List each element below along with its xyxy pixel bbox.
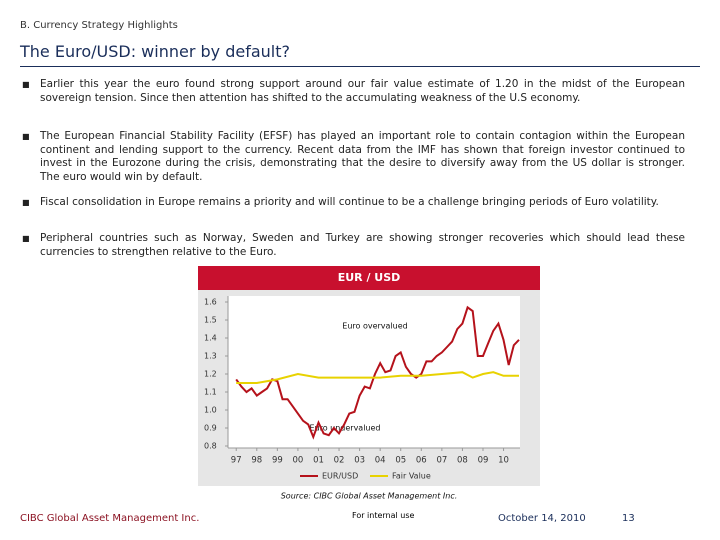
bullet-marker: ■ bbox=[22, 234, 30, 243]
legend-label: Fair Value bbox=[392, 472, 431, 481]
x-tick-label: 03 bbox=[354, 456, 365, 466]
bullet: ■ Peripheral countries such as Norway, Sw… bbox=[22, 232, 685, 259]
page-number: 13 bbox=[622, 513, 635, 524]
bullet: ■ The European Financial Stability Facili… bbox=[22, 130, 685, 184]
annotation: Euro overvalued bbox=[342, 322, 407, 331]
y-tick-label: 1.5 bbox=[204, 316, 217, 325]
bullet-text: The European Financial Stability Facilit… bbox=[40, 130, 685, 183]
x-tick-label: 97 bbox=[231, 456, 242, 466]
x-tick-label: 07 bbox=[436, 456, 447, 466]
bullet: ■ Earlier this year the euro found strong… bbox=[22, 78, 685, 105]
series-line bbox=[236, 371, 519, 384]
y-tick-label: 0.8 bbox=[204, 442, 217, 451]
plot-area bbox=[228, 296, 520, 448]
x-tick-label: 10 bbox=[498, 456, 509, 466]
x-tick-label: 04 bbox=[375, 456, 386, 466]
footer-note: For internal use bbox=[352, 511, 415, 520]
x-tick-label: 99 bbox=[272, 456, 283, 466]
y-tick-label: 1.3 bbox=[204, 352, 217, 361]
footer-date: October 14, 2010 bbox=[498, 513, 586, 524]
x-tick-label: 05 bbox=[395, 456, 406, 466]
bullet-marker: ■ bbox=[22, 198, 30, 207]
x-tick-label: 06 bbox=[416, 456, 427, 466]
x-tick-label: 00 bbox=[293, 456, 304, 466]
x-tick-label: 08 bbox=[457, 456, 468, 466]
bullet-text: Fiscal consolidation in Europe remains a… bbox=[40, 196, 659, 208]
series-line bbox=[235, 305, 520, 440]
bullet-text: Earlier this year the euro found strong … bbox=[40, 78, 685, 104]
source: Source: CIBC Global Asset Management Inc… bbox=[281, 492, 458, 501]
bullet-marker: ■ bbox=[22, 80, 30, 89]
bullet: ■ Fiscal consolidation in Europe remains … bbox=[22, 196, 685, 210]
footer-company: CIBC Global Asset Management Inc. bbox=[20, 513, 200, 524]
y-tick-label: 1.2 bbox=[204, 370, 217, 379]
chart-banner bbox=[198, 266, 540, 290]
y-tick-label: 1.6 bbox=[204, 298, 217, 307]
x-tick-label: 02 bbox=[334, 456, 345, 466]
slide-title: The Euro/USD: winner by default? bbox=[20, 42, 290, 61]
y-tick-label: 1.4 bbox=[204, 334, 217, 343]
bullet-marker: ■ bbox=[22, 132, 30, 141]
y-tick-label: 0.9 bbox=[204, 424, 217, 433]
title-rule bbox=[20, 66, 700, 67]
x-tick-label: 09 bbox=[478, 456, 489, 466]
y-tick-label: 1.1 bbox=[204, 388, 217, 397]
annotation: Euro undervalued bbox=[309, 424, 380, 433]
section-label: B. Currency Strategy Highlights bbox=[20, 20, 178, 31]
bullet-text: Peripheral countries such as Norway, Swe… bbox=[40, 232, 685, 258]
chart-title: EUR / USD bbox=[338, 271, 401, 284]
x-tick-label: 98 bbox=[251, 456, 262, 466]
legend-label: EUR/USD bbox=[322, 472, 358, 481]
x-tick-label: 01 bbox=[313, 456, 324, 466]
y-tick-label: 1.0 bbox=[204, 406, 217, 415]
